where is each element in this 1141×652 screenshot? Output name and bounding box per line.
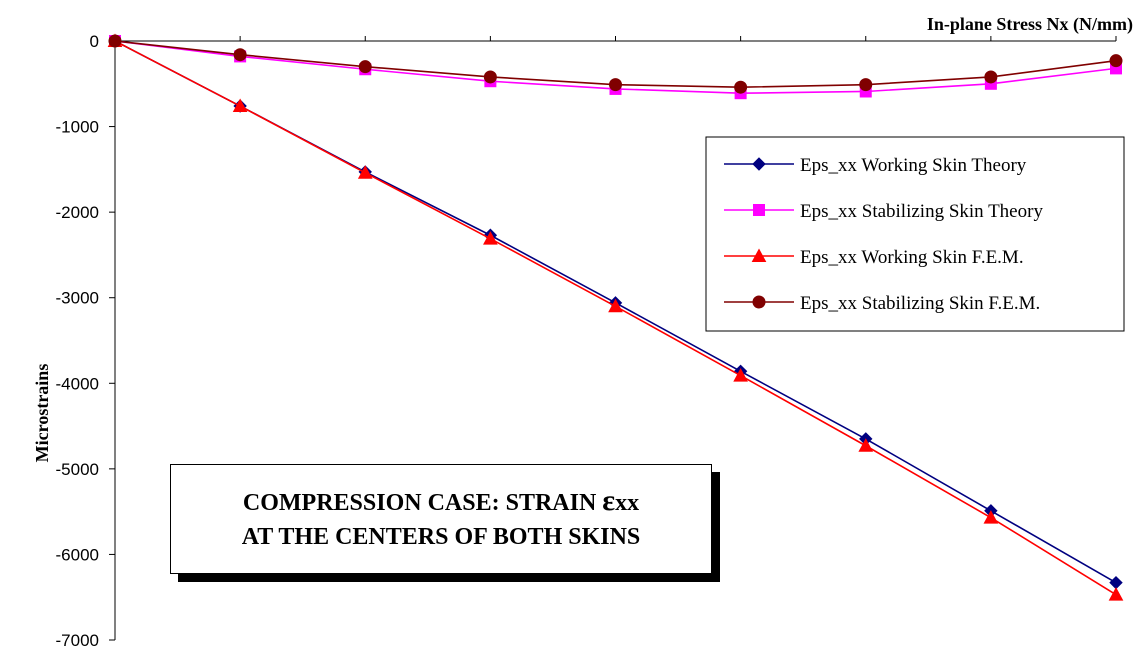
y-tick-label: -7000: [56, 631, 99, 650]
legend-label: Eps_xx Working Skin F.E.M.: [800, 247, 1024, 268]
annotation-box: COMPRESSION CASE: STRAIN εxx AT THE CENT…: [170, 464, 712, 574]
diamond-marker: [752, 157, 766, 171]
circle-marker: [1109, 54, 1123, 68]
triangle-marker: [751, 248, 767, 262]
series-4: [108, 34, 1123, 94]
circle-marker: [734, 80, 748, 94]
annotation-line-1: COMPRESSION CASE: STRAIN εxx: [242, 484, 640, 517]
circle-marker: [984, 70, 998, 84]
triangle-marker: [1108, 587, 1124, 601]
legend-box: [705, 136, 1125, 332]
triangle-marker: [858, 438, 874, 452]
legend-item-2: Eps_xx Stabilizing Skin Theory: [724, 201, 1043, 222]
square-marker: [753, 204, 765, 216]
y-axis-title: Microstrains: [32, 364, 52, 463]
legend-item-1: Eps_xx Working Skin Theory: [724, 155, 1027, 176]
series-layer: [107, 33, 1124, 601]
legend-label: Eps_xx Stabilizing Skin F.E.M.: [800, 293, 1040, 314]
legend-label: Eps_xx Stabilizing Skin Theory: [800, 201, 1043, 222]
circle-marker: [752, 295, 766, 309]
y-tick-label: -2000: [56, 203, 99, 222]
circle-marker: [609, 78, 622, 92]
axes: 0 -1000 -2000 -3000 -4000 -5000 -6000 -7000: [56, 32, 1117, 650]
legend-item-3: Eps_xx Working Skin F.E.M.: [724, 247, 1024, 268]
triangle-marker: [983, 510, 999, 524]
circle-marker: [233, 48, 247, 62]
circle-marker: [358, 60, 372, 74]
x-axis-title: In-plane Stress Nx (N/mm): [927, 14, 1133, 35]
triangle-marker: [483, 231, 498, 245]
y-tick-label: -6000: [56, 545, 99, 564]
circle-marker: [859, 78, 873, 92]
annotation-line-2: AT THE CENTERS OF BOTH SKINS: [241, 524, 641, 550]
series-3: [107, 33, 1124, 601]
legend: Eps_xx Working Skin Theory Eps_xx Stabili…: [705, 136, 1125, 332]
y-tick-label: -3000: [56, 289, 99, 308]
circle-marker: [483, 70, 497, 84]
diamond-marker: [1109, 575, 1123, 590]
y-tick-label: -5000: [56, 460, 99, 479]
triangle-marker: [232, 98, 248, 113]
legend-item-4: Eps_xx Stabilizing Skin F.E.M.: [724, 293, 1040, 314]
y-tick-label: -1000: [56, 118, 99, 137]
y-tick-label: -4000: [56, 374, 99, 393]
y-tick-label: 0: [90, 32, 99, 51]
epsilon-symbol: ε: [602, 484, 616, 517]
triangle-marker: [733, 368, 748, 382]
triangle-marker: [357, 165, 373, 179]
legend-label: Eps_xx Working Skin Theory: [800, 155, 1027, 176]
circle-marker: [108, 34, 122, 48]
triangle-marker: [608, 298, 623, 313]
